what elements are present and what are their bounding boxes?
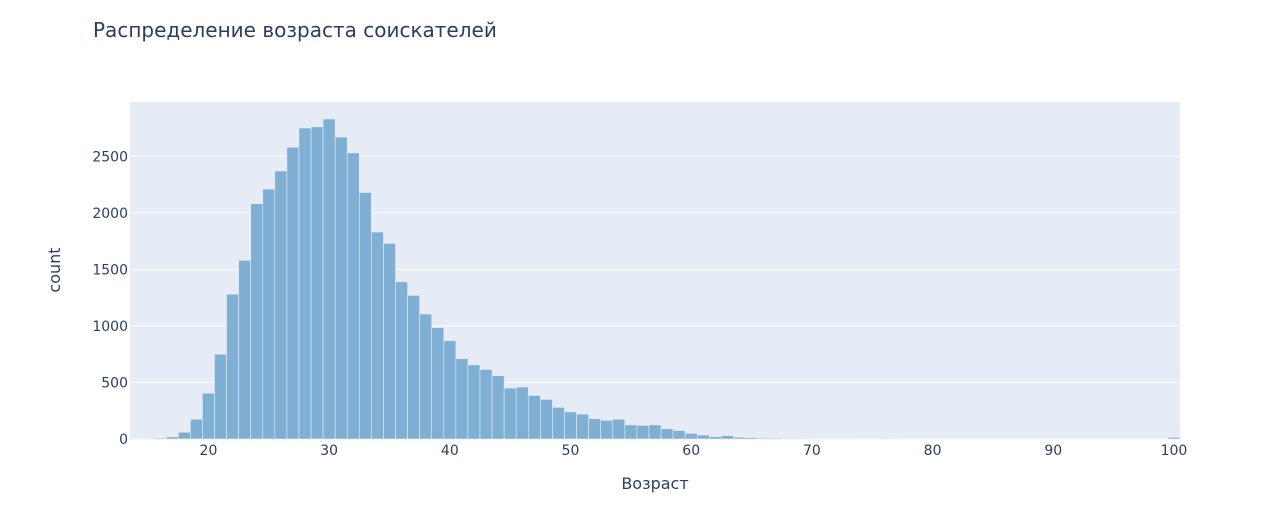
y-axis-ticks: 0 500 1000 1500 2000 2500 xyxy=(92,149,128,448)
histogram-bar xyxy=(431,327,445,440)
x-axis-title: Возраст xyxy=(621,474,688,493)
histogram-bar xyxy=(455,358,469,440)
histogram-bar xyxy=(540,399,553,440)
histogram-bar xyxy=(467,364,481,440)
histogram-bar xyxy=(527,395,541,440)
histogram-bar xyxy=(745,437,758,440)
x-tick-label: 60 xyxy=(682,443,700,459)
y-tick-label: 500 xyxy=(101,375,128,391)
histogram-bar xyxy=(877,438,891,440)
histogram-bar xyxy=(383,243,396,440)
x-axis-ticks: 20 30 40 50 60 70 80 90 100 xyxy=(200,443,1188,459)
histogram-bar xyxy=(407,295,420,440)
histogram-bar xyxy=(274,170,288,440)
histogram-bar xyxy=(709,436,722,440)
histogram-bar xyxy=(660,428,674,440)
histogram-bar xyxy=(564,411,577,440)
y-tick-label: 0 xyxy=(119,432,128,448)
histogram-bar xyxy=(588,418,601,440)
histogram-bar xyxy=(238,260,251,440)
histogram-bar xyxy=(419,313,433,440)
bars xyxy=(129,118,1181,440)
x-tick-label: 90 xyxy=(1044,443,1062,459)
histogram-bar xyxy=(395,281,408,440)
histogram-bar xyxy=(696,434,710,440)
histogram-bar xyxy=(576,413,589,440)
histogram-bar xyxy=(346,152,360,440)
histogram-bar xyxy=(636,425,650,440)
histogram-bar xyxy=(250,203,264,440)
x-tick-label: 50 xyxy=(562,443,580,459)
histogram-bar xyxy=(515,386,529,440)
histogram-bar xyxy=(503,387,517,440)
histogram-bar xyxy=(334,136,348,440)
histogram-bar xyxy=(298,127,312,440)
y-axis-title: count xyxy=(45,247,64,292)
histogram-bar xyxy=(202,392,215,440)
histogram-bar xyxy=(769,437,783,440)
histogram-bar xyxy=(684,433,698,440)
histogram-bar xyxy=(165,436,179,440)
histogram-bar xyxy=(491,375,505,440)
histogram-bar xyxy=(624,424,638,440)
y-tick-label: 1500 xyxy=(92,262,128,278)
histogram-bar xyxy=(443,340,457,440)
histogram-bar xyxy=(757,437,770,440)
x-tick-label: 100 xyxy=(1161,443,1188,459)
histogram-bar xyxy=(286,146,300,440)
histogram-bar xyxy=(177,431,191,440)
y-tick-label: 2500 xyxy=(92,149,128,165)
chart-title: Распределение возраста соискателей xyxy=(93,18,497,42)
x-tick-label: 30 xyxy=(320,443,338,459)
histogram-bar xyxy=(214,353,227,440)
histogram-bar xyxy=(479,369,493,440)
histogram-bar xyxy=(190,418,203,440)
histogram-bar xyxy=(733,437,746,440)
histogram-bar xyxy=(781,438,795,440)
histogram-bar xyxy=(793,438,807,440)
histogram-bar xyxy=(310,126,324,440)
x-tick-label: 80 xyxy=(924,443,942,459)
histogram-bar xyxy=(322,118,336,440)
histogram-bar xyxy=(359,192,372,440)
histogram-bar xyxy=(153,437,167,440)
histogram-bar xyxy=(226,293,239,440)
y-tick-label: 1000 xyxy=(92,319,128,335)
histogram-bar xyxy=(1167,437,1181,440)
x-tick-label: 70 xyxy=(803,443,821,459)
histogram-bar xyxy=(371,231,384,440)
histogram-bar xyxy=(552,407,565,440)
histogram-bar xyxy=(672,430,686,440)
x-tick-label: 40 xyxy=(441,443,459,459)
y-tick-label: 2000 xyxy=(92,206,128,222)
histogram-bar xyxy=(648,424,662,440)
histogram-bar xyxy=(600,420,614,440)
histogram-bar xyxy=(612,418,626,440)
histogram-bar xyxy=(262,188,276,440)
histogram-bar xyxy=(721,435,734,440)
x-tick-label: 20 xyxy=(200,443,218,459)
